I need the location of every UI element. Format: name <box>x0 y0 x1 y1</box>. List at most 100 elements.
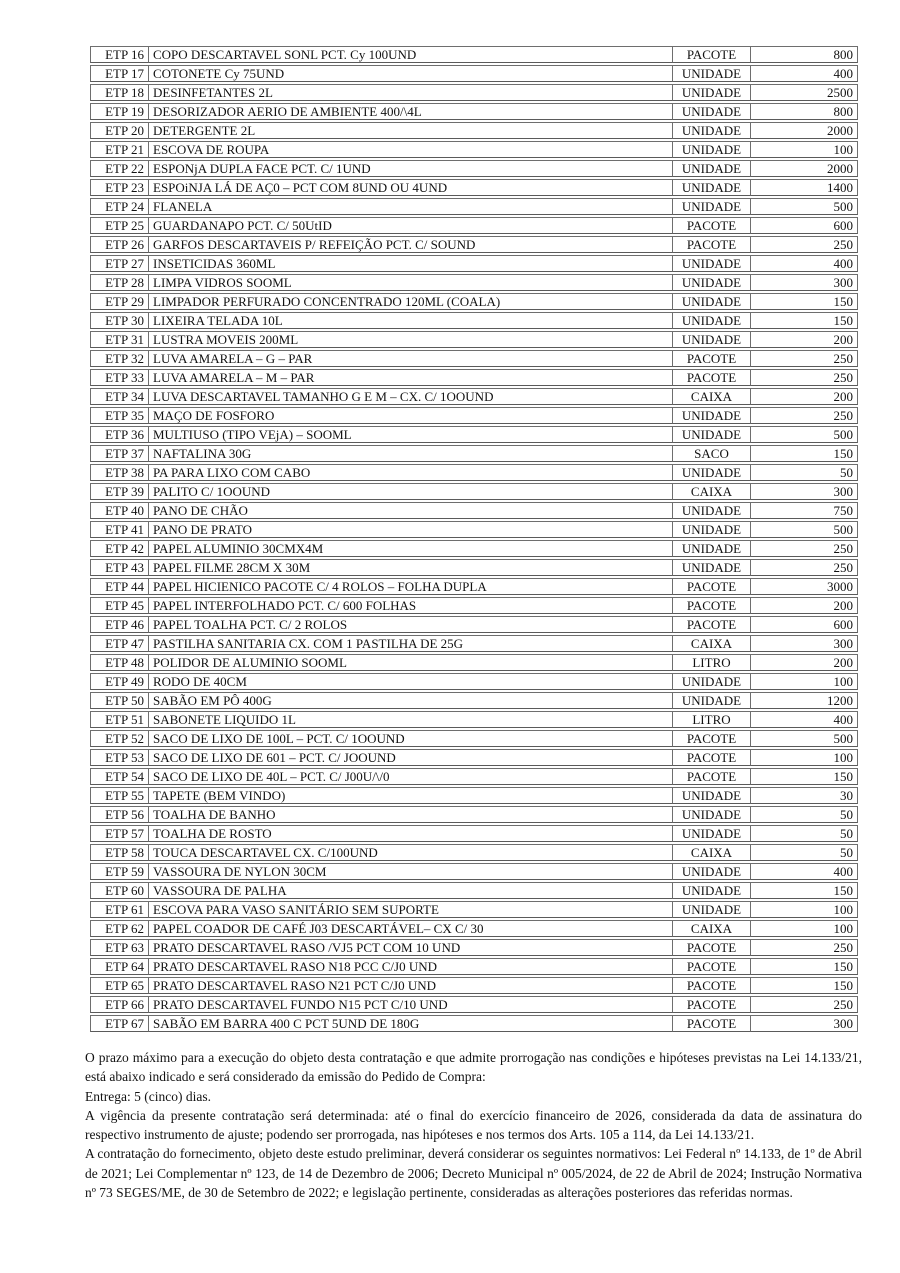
item-unit-cell: UNIDADE <box>672 255 750 272</box>
item-unit-cell: LITRO <box>672 711 750 728</box>
table-row: ETP 25 GUARDANAPO PCT. C/ 50UtID PACOTE 600 <box>90 217 858 234</box>
item-qty-cell: 500 <box>750 730 858 747</box>
item-desc-cell: FLANELA <box>148 198 672 215</box>
item-unit-cell: CAIXA <box>672 920 750 937</box>
table-row: ETP 49 RODO DE 40CM UNIDADE 100 <box>90 673 858 690</box>
table-row: ETP 60 VASSOURA DE PALHA UNIDADE 150 <box>90 882 858 899</box>
item-desc-cell: PRATO DESCARTAVEL RASO N18 PCC C/J0 UND <box>148 958 672 975</box>
item-desc-cell: PAPEL COADOR DE CAFÉ J03 DESCARTÁVEL– CX… <box>148 920 672 937</box>
item-code-cell: ETP 29 <box>90 293 148 310</box>
item-qty-cell: 400 <box>750 65 858 82</box>
note-paragraph: Entrega: 5 (cinco) dias. <box>85 1088 211 1104</box>
item-code-cell: ETP 55 <box>90 787 148 804</box>
table-row: ETP 51 SABONETE LIQUIDO 1L LITRO 400 <box>90 711 858 728</box>
table-row: ETP 16 COPO DESCARTAVEL SONL PCT. Cy 100U… <box>90 46 858 63</box>
item-code-cell: ETP 62 <box>90 920 148 937</box>
item-unit-cell: PACOTE <box>672 369 750 386</box>
table-row: ETP 56 TOALHA DE BANHO UNIDADE 50 <box>90 806 858 823</box>
table-row: ETP 26 GARFOS DESCARTAVEIS P/ REFEIÇÃO PC… <box>90 236 858 253</box>
item-code-cell: ETP 34 <box>90 388 148 405</box>
item-unit-cell: UNIDADE <box>672 901 750 918</box>
item-code-cell: ETP 24 <box>90 198 148 215</box>
table-row: ETP 19 DESORIZADOR AERIO DE AMBIENTE 400/… <box>90 103 858 120</box>
item-code-cell: ETP 20 <box>90 122 148 139</box>
item-qty-cell: 30 <box>750 787 858 804</box>
table-row: ETP 29 LIMPADOR PERFURADO CONCENTRADO 120… <box>90 293 858 310</box>
item-qty-cell: 600 <box>750 616 858 633</box>
item-desc-cell: PALITO C/ 1OOUND <box>148 483 672 500</box>
item-code-cell: ETP 66 <box>90 996 148 1013</box>
item-code-cell: ETP 27 <box>90 255 148 272</box>
item-code-cell: ETP 32 <box>90 350 148 367</box>
item-code-cell: ETP 52 <box>90 730 148 747</box>
item-desc-cell: PASTILHA SANITARIA CX. COM 1 PASTILHA DE… <box>148 635 672 652</box>
item-code-cell: ETP 28 <box>90 274 148 291</box>
item-desc-cell: LUVA AMARELA – M – PAR <box>148 369 672 386</box>
table-row: ETP 48 POLIDOR DE ALUMINIO SOOML LITRO 200 <box>90 654 858 671</box>
item-qty-cell: 250 <box>750 939 858 956</box>
item-unit-cell: PACOTE <box>672 1015 750 1032</box>
item-desc-cell: PANO DE PRATO <box>148 521 672 538</box>
item-desc-cell: ESPOiNJA LÁ DE AÇ0 – PCT COM 8UND OU 4UN… <box>148 179 672 196</box>
item-code-cell: ETP 35 <box>90 407 148 424</box>
item-desc-cell: PAPEL FILME 28CM X 30M <box>148 559 672 576</box>
item-code-cell: ETP 41 <box>90 521 148 538</box>
item-qty-cell: 150 <box>750 445 858 462</box>
item-qty-cell: 750 <box>750 502 858 519</box>
item-qty-cell: 100 <box>750 673 858 690</box>
item-code-cell: ETP 33 <box>90 369 148 386</box>
item-desc-cell: LIMPA VIDROS SOOML <box>148 274 672 291</box>
item-desc-cell: TAPETE (BEM VINDO) <box>148 787 672 804</box>
item-desc-cell: ESCOVA DE ROUPA <box>148 141 672 158</box>
item-qty-cell: 500 <box>750 521 858 538</box>
item-code-cell: ETP 49 <box>90 673 148 690</box>
item-unit-cell: CAIXA <box>672 844 750 861</box>
item-desc-cell: VASSOURA DE NYLON 30CM <box>148 863 672 880</box>
item-code-cell: ETP 50 <box>90 692 148 709</box>
table-row: ETP 31 LUSTRA MOVEIS 200ML UNIDADE 200 <box>90 331 858 348</box>
items-table-body: ETP 16 COPO DESCARTAVEL SONL PCT. Cy 100U… <box>90 46 858 1032</box>
note-paragraph: A vigência da presente contratação será … <box>85 1107 862 1143</box>
item-desc-cell: SABÃO EM BARRA 400 C PCT 5UND DE 180G <box>148 1015 672 1032</box>
item-code-cell: ETP 65 <box>90 977 148 994</box>
item-code-cell: ETP 46 <box>90 616 148 633</box>
item-qty-cell: 150 <box>750 882 858 899</box>
item-qty-cell: 200 <box>750 388 858 405</box>
item-qty-cell: 300 <box>750 274 858 291</box>
item-unit-cell: UNIDADE <box>672 464 750 481</box>
item-code-cell: ETP 57 <box>90 825 148 842</box>
item-unit-cell: PACOTE <box>672 46 750 63</box>
item-qty-cell: 250 <box>750 407 858 424</box>
item-unit-cell: UNIDADE <box>672 825 750 842</box>
item-unit-cell: UNIDADE <box>672 521 750 538</box>
table-row: ETP 57 TOALHA DE ROSTO UNIDADE 50 <box>90 825 858 842</box>
item-unit-cell: UNIDADE <box>672 407 750 424</box>
item-qty-cell: 200 <box>750 654 858 671</box>
item-unit-cell: UNIDADE <box>672 502 750 519</box>
item-unit-cell: UNIDADE <box>672 882 750 899</box>
table-row: ETP 45 PAPEL INTERFOLHADO PCT. C/ 600 FOL… <box>90 597 858 614</box>
table-row: ETP 54 SACO DE LIXO DE 40L – PCT. C/ J00U… <box>90 768 858 785</box>
item-code-cell: ETP 18 <box>90 84 148 101</box>
item-code-cell: ETP 43 <box>90 559 148 576</box>
item-qty-cell: 100 <box>750 901 858 918</box>
item-code-cell: ETP 31 <box>90 331 148 348</box>
item-qty-cell: 300 <box>750 483 858 500</box>
item-qty-cell: 3000 <box>750 578 858 595</box>
item-unit-cell: PACOTE <box>672 597 750 614</box>
item-desc-cell: LUSTRA MOVEIS 200ML <box>148 331 672 348</box>
item-unit-cell: PACOTE <box>672 730 750 747</box>
item-code-cell: ETP 17 <box>90 65 148 82</box>
item-unit-cell: UNIDADE <box>672 331 750 348</box>
table-row: ETP 41 PANO DE PRATO UNIDADE 500 <box>90 521 858 538</box>
table-row: ETP 28 LIMPA VIDROS SOOML UNIDADE 300 <box>90 274 858 291</box>
table-row: ETP 35 MAÇO DE FOSFORO UNIDADE 250 <box>90 407 858 424</box>
table-row: ETP 32 LUVA AMARELA – G – PAR PACOTE 250 <box>90 350 858 367</box>
item-desc-cell: PRATO DESCARTAVEL RASO /VJ5 PCT COM 10 U… <box>148 939 672 956</box>
item-desc-cell: LIMPADOR PERFURADO CONCENTRADO 120ML (CO… <box>148 293 672 310</box>
item-desc-cell: COTONETE Cy 75UND <box>148 65 672 82</box>
item-code-cell: ETP 47 <box>90 635 148 652</box>
item-desc-cell: LIXEIRA TELADA 10L <box>148 312 672 329</box>
table-row: ETP 50 SABÃO EM PÔ 400G UNIDADE 1200 <box>90 692 858 709</box>
